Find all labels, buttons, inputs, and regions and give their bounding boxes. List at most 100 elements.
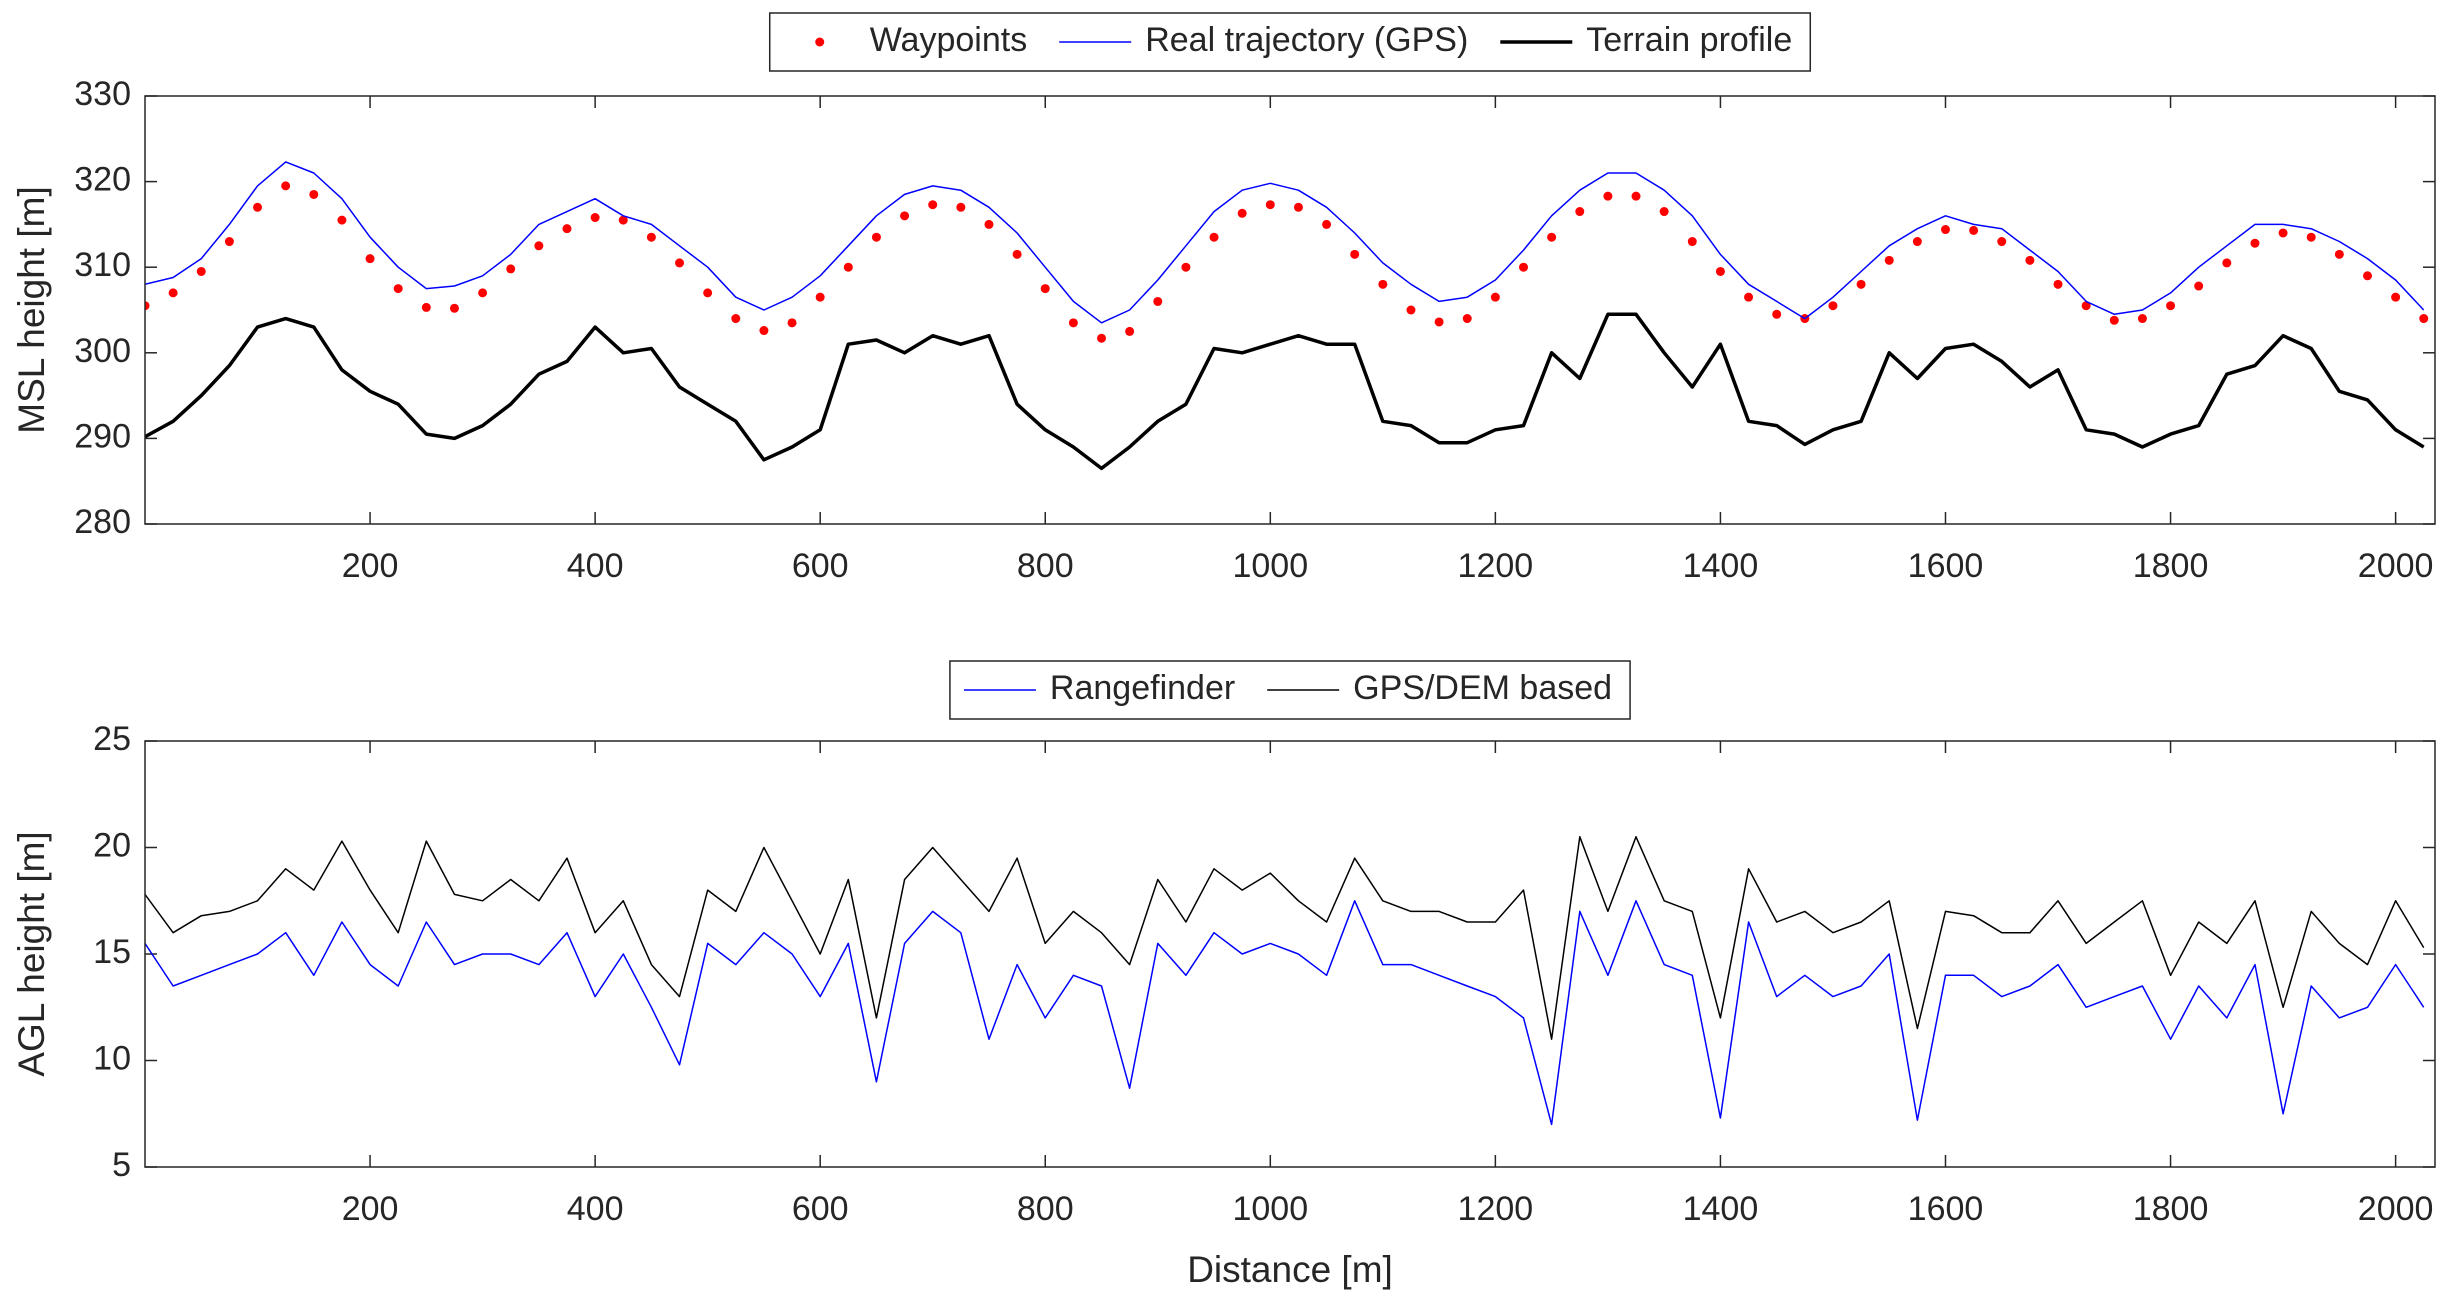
waypoint bbox=[2081, 301, 2091, 311]
x-tick-label: 1800 bbox=[2133, 1190, 2209, 1228]
y-tick-label: 290 bbox=[74, 417, 131, 455]
legend-marker bbox=[815, 37, 825, 47]
legend: Waypoints Real trajectory (GPS) Terrain pr… bbox=[768, 12, 1812, 72]
waypoint bbox=[337, 215, 347, 225]
legend-frame bbox=[768, 12, 1812, 72]
waypoint bbox=[1912, 237, 1922, 247]
waypoint bbox=[1631, 191, 1641, 201]
legend-item: Rangefinder bbox=[963, 669, 1235, 707]
waypoint bbox=[1097, 333, 1107, 343]
waypoint bbox=[759, 326, 769, 336]
waypoint bbox=[1012, 249, 1022, 259]
waypoint bbox=[2109, 315, 2119, 325]
waypoint bbox=[309, 189, 319, 199]
waypoint bbox=[253, 202, 263, 212]
x-tick-label: 800 bbox=[1017, 547, 1074, 585]
waypoint bbox=[281, 181, 291, 191]
waypoint bbox=[1322, 219, 1332, 229]
waypoint bbox=[1125, 326, 1135, 336]
waypoint bbox=[1575, 207, 1585, 217]
y-tick-label: 330 bbox=[74, 75, 131, 113]
waypoint bbox=[1350, 249, 1360, 259]
x-tick-label: 600 bbox=[792, 1190, 849, 1228]
y-axis-label: AGL height [m] bbox=[11, 831, 52, 1076]
x-axis-label: Distance [m] bbox=[1187, 1249, 1393, 1290]
axes-frame bbox=[144, 95, 2436, 525]
x-tick-label: 1600 bbox=[1908, 1190, 1984, 1228]
waypoint bbox=[1040, 284, 1050, 294]
waypoint bbox=[145, 301, 150, 311]
waypoint bbox=[449, 303, 459, 313]
waypoint bbox=[1462, 314, 1472, 324]
series-line bbox=[145, 312, 2425, 471]
waypoint bbox=[1603, 191, 1613, 201]
x-tick-label: 1400 bbox=[1683, 547, 1759, 585]
waypoint bbox=[815, 292, 825, 302]
waypoint bbox=[1519, 262, 1529, 272]
series-line bbox=[145, 161, 2425, 324]
waypoint bbox=[703, 288, 713, 298]
waypoint bbox=[365, 254, 375, 264]
plot-area bbox=[145, 96, 2435, 524]
waypoint bbox=[1997, 237, 2007, 247]
waypoint bbox=[2362, 271, 2372, 281]
waypoint bbox=[1828, 301, 1838, 311]
series-group bbox=[145, 161, 2429, 471]
x-tick-label: 200 bbox=[342, 547, 399, 585]
legend-label: GPS/DEM based bbox=[1353, 669, 1612, 707]
x-tick-label: 1400 bbox=[1683, 1190, 1759, 1228]
waypoint bbox=[1068, 318, 1078, 328]
y-tick-label: 320 bbox=[74, 161, 131, 199]
waypoint bbox=[2306, 232, 2316, 242]
x-tick-label: 200 bbox=[342, 1190, 399, 1228]
waypoint bbox=[2025, 255, 2035, 265]
legend: Rangefinder GPS/DEM based bbox=[949, 660, 1631, 720]
waypoint bbox=[2419, 314, 2429, 324]
waypoint bbox=[1434, 317, 1444, 327]
waypoint bbox=[393, 284, 403, 294]
legend-label: Real trajectory (GPS) bbox=[1145, 21, 1468, 59]
waypoint bbox=[1744, 292, 1754, 302]
waypoint bbox=[1659, 207, 1669, 217]
x-tick-label: 800 bbox=[1017, 1190, 1074, 1228]
x-tick-label: 1800 bbox=[2133, 547, 2209, 585]
waypoint bbox=[1293, 202, 1303, 212]
waypoint bbox=[196, 266, 206, 276]
waypoint bbox=[1884, 255, 1894, 265]
waypoint bbox=[928, 200, 938, 210]
x-tick-label: 1200 bbox=[1458, 1190, 1534, 1228]
waypoint bbox=[1490, 292, 1500, 302]
waypoint bbox=[1856, 279, 1866, 289]
waypoint bbox=[168, 288, 178, 298]
waypoint bbox=[1265, 200, 1275, 210]
waypoint bbox=[562, 224, 572, 234]
waypoint bbox=[1406, 305, 1416, 315]
waypoint bbox=[2137, 314, 2147, 324]
waypoint bbox=[2222, 258, 2232, 268]
subplot: 200 400 600 800 1000 1200 1400 1600 1800 2000 280 2… bbox=[11, 75, 2436, 585]
plot-area bbox=[145, 741, 2435, 1167]
waypoint bbox=[787, 318, 797, 328]
x-tick-label: 2000 bbox=[2358, 1190, 2434, 1228]
waypoint bbox=[2053, 279, 2063, 289]
y-tick-label: 280 bbox=[74, 503, 131, 541]
waypoint bbox=[1715, 266, 1725, 276]
waypoint bbox=[590, 213, 600, 223]
legend-item: GPS/DEM based bbox=[1267, 669, 1612, 707]
waypoint bbox=[1969, 225, 1979, 235]
waypoint bbox=[871, 232, 881, 242]
waypoint bbox=[1153, 296, 1163, 306]
x-tick-label: 1600 bbox=[1908, 547, 1984, 585]
legend-item: Waypoints bbox=[815, 21, 1027, 59]
x-tick-label: 1000 bbox=[1232, 1190, 1308, 1228]
waypoint bbox=[421, 302, 431, 312]
waypoint bbox=[224, 237, 234, 247]
waypoint bbox=[618, 215, 628, 225]
legend-label: Rangefinder bbox=[1050, 669, 1235, 707]
waypoint bbox=[2250, 238, 2260, 248]
waypoint bbox=[646, 232, 656, 242]
axes-frame bbox=[144, 740, 2436, 1168]
y-tick-label: 15 bbox=[93, 933, 131, 971]
y-tick-label: 25 bbox=[93, 720, 131, 758]
series-group bbox=[145, 836, 2425, 1126]
